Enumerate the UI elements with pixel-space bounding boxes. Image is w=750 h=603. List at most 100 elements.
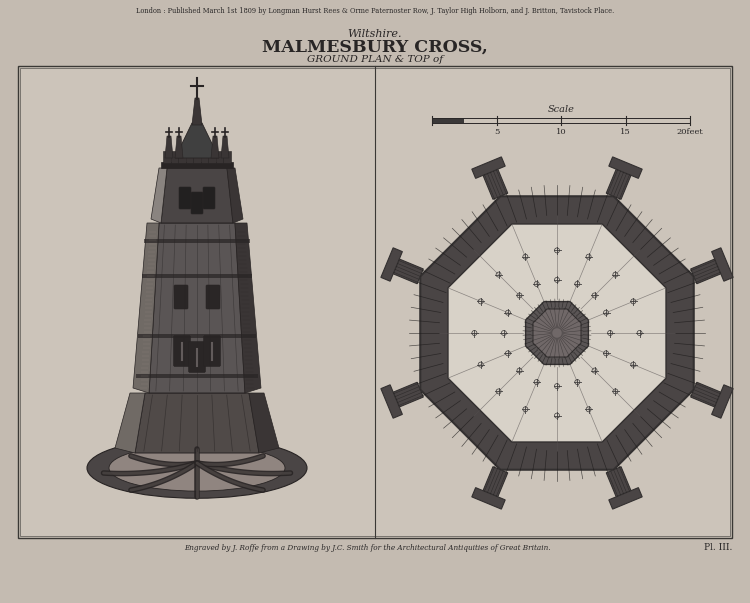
Circle shape [586, 407, 591, 412]
Bar [136, 374, 258, 378]
Bar [200, 151, 208, 163]
Polygon shape [448, 224, 666, 442]
Polygon shape [472, 488, 506, 509]
Circle shape [574, 282, 580, 286]
Bar [161, 162, 233, 168]
Polygon shape [712, 385, 733, 418]
Circle shape [496, 272, 501, 277]
Polygon shape [175, 123, 219, 158]
Bar [185, 151, 194, 163]
Polygon shape [606, 467, 631, 497]
Circle shape [496, 389, 501, 394]
Circle shape [472, 330, 477, 335]
Polygon shape [393, 259, 423, 284]
Text: Scale: Scale [548, 104, 574, 113]
Polygon shape [192, 98, 202, 125]
Polygon shape [393, 382, 423, 407]
Ellipse shape [87, 438, 307, 498]
Circle shape [523, 254, 528, 259]
Circle shape [631, 362, 636, 367]
FancyBboxPatch shape [173, 335, 190, 367]
Circle shape [574, 379, 580, 385]
Polygon shape [533, 309, 581, 357]
Polygon shape [609, 488, 642, 509]
Polygon shape [381, 248, 402, 281]
Polygon shape [606, 169, 631, 200]
Bar [432, 118, 464, 123]
Bar [215, 151, 223, 163]
Bar [223, 151, 231, 163]
Polygon shape [420, 196, 694, 470]
FancyBboxPatch shape [179, 187, 191, 209]
Bar [178, 151, 186, 163]
Polygon shape [691, 259, 721, 284]
Polygon shape [526, 302, 589, 364]
Polygon shape [165, 136, 173, 158]
Polygon shape [472, 157, 506, 178]
Circle shape [613, 389, 618, 394]
Bar [208, 151, 216, 163]
Circle shape [554, 413, 560, 418]
Circle shape [592, 293, 597, 298]
Polygon shape [227, 168, 243, 223]
Text: London : Published March 1st 1809 by Longman Hurst Rees & Orme Paternoster Row, : London : Published March 1st 1809 by Lon… [136, 7, 614, 15]
Text: GROUND PLAN & TOP of: GROUND PLAN & TOP of [307, 54, 443, 63]
Polygon shape [483, 467, 508, 497]
Circle shape [554, 277, 560, 282]
Circle shape [613, 272, 618, 277]
Circle shape [604, 351, 608, 356]
Text: 10: 10 [556, 128, 566, 136]
Circle shape [608, 330, 613, 335]
Polygon shape [161, 168, 233, 223]
Text: 5: 5 [494, 128, 500, 136]
FancyBboxPatch shape [188, 341, 206, 373]
Polygon shape [115, 393, 145, 453]
Circle shape [631, 299, 636, 304]
FancyBboxPatch shape [203, 335, 220, 367]
Circle shape [523, 407, 528, 412]
Polygon shape [175, 136, 183, 158]
Polygon shape [483, 169, 508, 200]
Polygon shape [149, 223, 245, 393]
Bar [170, 151, 178, 163]
Circle shape [586, 254, 591, 259]
Text: Engraved by J. Roffe from a Drawing by J.C. Smith for the Architectural Antiquit: Engraved by J. Roffe from a Drawing by J… [184, 544, 550, 552]
Text: 20feet: 20feet [676, 128, 703, 136]
Circle shape [478, 362, 483, 367]
Circle shape [506, 310, 511, 315]
Text: MALMESBURY CROSS,: MALMESBURY CROSS, [262, 39, 488, 55]
Circle shape [534, 282, 539, 286]
Polygon shape [249, 393, 279, 453]
Bar [142, 274, 252, 278]
Circle shape [517, 368, 522, 373]
FancyBboxPatch shape [206, 285, 220, 309]
Ellipse shape [109, 445, 285, 491]
Circle shape [506, 351, 511, 356]
Polygon shape [221, 136, 229, 158]
Circle shape [554, 384, 560, 388]
Bar [144, 239, 250, 243]
Polygon shape [211, 136, 219, 158]
Polygon shape [235, 223, 261, 393]
FancyBboxPatch shape [203, 187, 215, 209]
Polygon shape [691, 382, 721, 407]
Bar [20, 68, 730, 536]
Circle shape [604, 310, 608, 315]
Bar [163, 151, 171, 163]
Circle shape [637, 330, 642, 335]
Polygon shape [381, 385, 402, 418]
Polygon shape [135, 393, 259, 453]
Circle shape [517, 293, 522, 298]
Circle shape [478, 299, 483, 304]
Text: 15: 15 [620, 128, 631, 136]
Circle shape [502, 330, 506, 335]
Polygon shape [133, 223, 159, 393]
Circle shape [592, 368, 597, 373]
Polygon shape [712, 248, 733, 281]
Bar [138, 334, 256, 338]
Polygon shape [609, 157, 642, 178]
Circle shape [534, 379, 539, 385]
FancyBboxPatch shape [174, 285, 188, 309]
Text: Wiltshire.: Wiltshire. [348, 29, 402, 39]
Bar [193, 151, 201, 163]
